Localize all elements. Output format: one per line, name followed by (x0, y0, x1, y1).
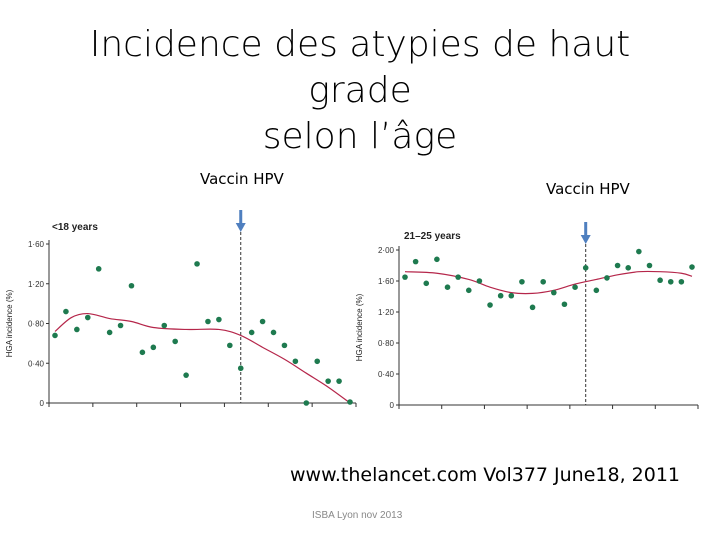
data-point (678, 278, 685, 285)
data-point (128, 282, 135, 289)
y-axis-label: HGA incidence (%) (5, 289, 14, 357)
y-tick-label: 1·60 (28, 240, 45, 249)
data-point (434, 256, 440, 263)
data-point (63, 308, 69, 315)
data-point (646, 262, 653, 269)
data-point (227, 342, 233, 349)
slide-title-line2: selon l’âge (262, 116, 458, 157)
y-tick-label: 1·20 (378, 308, 395, 317)
data-point (248, 329, 255, 336)
vaccine-arrow-icon (235, 223, 246, 232)
data-point (476, 278, 483, 284)
data-point (314, 358, 321, 365)
data-point (183, 372, 189, 378)
trend-curve (54, 312, 351, 404)
y-tick-label: 0 (390, 401, 395, 410)
data-point (194, 261, 200, 267)
data-point (455, 274, 461, 280)
y-tick-label: 0·80 (28, 320, 45, 329)
data-point (444, 284, 451, 290)
data-point (614, 262, 621, 269)
y-axis-label: HGA incidence (%) (355, 293, 364, 361)
data-point (519, 278, 525, 285)
data-point (625, 265, 632, 271)
data-point (270, 329, 277, 336)
chart-title: 21–25 years (404, 231, 461, 242)
data-point (540, 278, 546, 285)
data-point (303, 400, 310, 406)
data-point (402, 274, 408, 280)
data-point (172, 338, 178, 345)
data-point (604, 275, 610, 281)
data-point (561, 301, 568, 308)
data-point (636, 248, 642, 255)
y-tick-label: 1·60 (378, 277, 395, 286)
data-point (529, 304, 536, 311)
data-point (237, 365, 244, 372)
data-point (508, 292, 515, 299)
data-point (150, 344, 157, 351)
vaccine-arrow-icon (580, 235, 591, 244)
trend-curve (404, 270, 693, 295)
data-point (117, 322, 124, 329)
data-point (582, 265, 589, 271)
data-point (161, 322, 168, 329)
y-tick-label: 0·40 (378, 370, 395, 379)
slide-title-line1: Incidence des atypies de haut grade (89, 24, 631, 111)
data-point (259, 318, 266, 325)
data-point (106, 329, 113, 336)
vaccine-annotation-left: Vaccin HPV (200, 170, 284, 188)
data-point (465, 287, 472, 294)
data-point (292, 358, 299, 365)
data-point (667, 278, 674, 285)
data-point (487, 302, 493, 308)
data-point (205, 318, 211, 325)
y-tick-label: 2·00 (378, 246, 395, 255)
chart-21-25: 21–25 years 0 0·40 0·80 1·20 1·60 2·00 HGA inci… (355, 222, 699, 410)
y-tick-label: 0 (40, 399, 45, 408)
data-point (497, 292, 504, 299)
data-point (412, 258, 419, 265)
y-tick-label: 0·80 (378, 339, 395, 348)
data-point (689, 264, 695, 270)
data-point (216, 316, 222, 323)
data-point (139, 349, 146, 356)
data-point (593, 287, 600, 294)
chart-under-18: <18 years 0 0·40 0·80 1·20 1·60 HGA incidence … (5, 210, 357, 408)
footer-text: ISBA Lyon nov 2013 (312, 510, 403, 521)
data-point (423, 280, 430, 287)
data-point (95, 266, 102, 272)
data-point (281, 342, 288, 349)
data-point (572, 284, 578, 290)
data-point (336, 378, 342, 384)
data-point (657, 277, 663, 284)
y-tick-label: 1·20 (28, 280, 45, 289)
data-point (74, 326, 80, 333)
data-point (325, 378, 331, 384)
vaccine-annotation-right: Vaccin HPV (546, 180, 630, 198)
data-point (347, 399, 353, 405)
data-point (52, 332, 58, 339)
y-tick-label: 0·40 (28, 359, 45, 368)
slide-title: Incidence des atypies de haut grade selo… (40, 22, 680, 160)
source-citation: www.thelancet.com Vol377 June18, 2011 (290, 464, 681, 486)
chart-title: <18 years (52, 222, 98, 233)
data-point (551, 289, 557, 296)
data-point (84, 314, 91, 321)
